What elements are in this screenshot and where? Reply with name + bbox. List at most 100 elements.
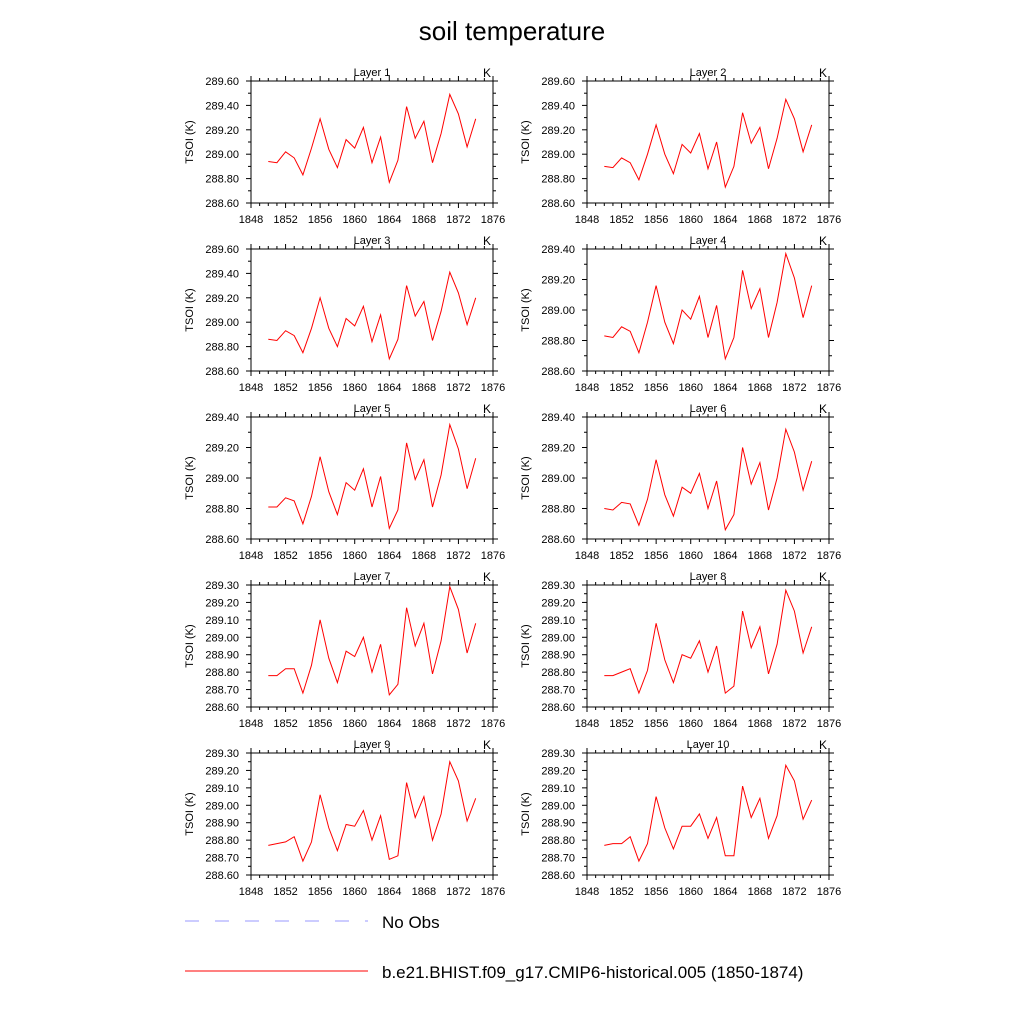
layer-9-x-tick-label: 1852: [273, 886, 297, 898]
layer-1-x-tick-label: 1868: [412, 214, 436, 226]
layer-8-x-tick-label: 1860: [678, 718, 702, 730]
layer-9-y-tick-label: 288.70: [205, 853, 239, 865]
layer-3-y-tick-label: 289.60: [205, 244, 239, 256]
layer-7-y-tick-label: 289.00: [205, 632, 239, 644]
layer-5-x-tick-label: 1852: [273, 550, 297, 562]
layer-10-y-axis-label: TSOI (K): [520, 792, 532, 835]
layer-6-x-tick-label: 1856: [644, 550, 668, 562]
layer-2-series-line: [604, 97, 813, 189]
layer-9-y-tick-label: 289.00: [205, 800, 239, 812]
layer-4-series-line: [604, 251, 813, 361]
layer-8-y-tick-label: 289.10: [541, 615, 575, 627]
layer-4-title: Layer 4: [690, 235, 727, 247]
layer-1-plot-frame: [250, 80, 494, 204]
layer-2-y-tick-label: 289.20: [541, 125, 575, 137]
layer-6-x-tick-label: 1860: [678, 550, 702, 562]
layer-3-y-axis-label: TSOI (K): [184, 288, 196, 331]
layer-3-x-tick-label: 1872: [446, 382, 470, 394]
layer-6-y-tick-label: 289.20: [541, 443, 575, 455]
layer-9-y-tick-label: 289.10: [205, 783, 239, 795]
legend-model-label: b.e21.BHIST.f09_g17.CMIP6-historical.005…: [382, 963, 803, 982]
layer-8-title: Layer 8: [690, 571, 727, 583]
layer-10-x-tick-label: 1872: [782, 886, 806, 898]
layer-1-x-tick-label: 1860: [342, 214, 366, 226]
layer-1-y-tick-label: 289.00: [205, 149, 239, 161]
layer-1-title: Layer 1: [354, 67, 391, 79]
layer-8-x-tick-label: 1868: [748, 718, 772, 730]
layer-5-y-tick-label: 288.60: [205, 534, 239, 546]
legend-no-obs-label: No Obs: [382, 913, 440, 932]
layer-9-panel: Layer 9 K TSOI (K) 1848 1852 1856 1860 1864 1868…: [184, 738, 505, 898]
layer-6-x-tick-label: 1864: [713, 550, 737, 562]
layer-10-y-tick-label: 289.30: [541, 748, 575, 760]
layer-1-x-tick-label: 1852: [273, 214, 297, 226]
layer-7-y-tick-label: 289.30: [205, 580, 239, 592]
layer-8-y-tick-label: 288.70: [541, 685, 575, 697]
layer-2-y-tick-label: 289.40: [541, 100, 575, 112]
layer-8-y-tick-label: 288.60: [541, 702, 575, 714]
layer-6-units: K: [819, 402, 827, 416]
layer-5-units: K: [483, 402, 491, 416]
layer-10-x-tick-label: 1868: [748, 886, 772, 898]
layer-4-plot-frame: [586, 248, 830, 372]
layer-4-y-tick-label: 289.20: [541, 275, 575, 287]
layer-4-x-tick-label: 1848: [575, 382, 599, 394]
layer-1-y-tick-label: 289.40: [205, 100, 239, 112]
layer-2-title: Layer 2: [690, 67, 727, 79]
layer-8-y-tick-label: 289.30: [541, 580, 575, 592]
layer-9-x-tick-label: 1876: [481, 886, 505, 898]
layer-8-x-tick-label: 1876: [817, 718, 841, 730]
layer-7-y-tick-label: 289.10: [205, 615, 239, 627]
layer-3-x-tick-label: 1852: [273, 382, 297, 394]
layer-1-panel: Layer 1 K TSOI (K) 1848 1852 1856 1860 1864 1868…: [184, 66, 505, 226]
legend: No Obs b.e21.BHIST.f09_g17.CMIP6-histori…: [185, 913, 803, 982]
panel-grid: Layer 1 K TSOI (K) 1848 1852 1856 1860 1864 1868…: [184, 66, 841, 898]
layer-9-x-tick-label: 1872: [446, 886, 470, 898]
layer-5-plot-frame: [250, 416, 494, 540]
layer-10-y-tick-label: 288.70: [541, 853, 575, 865]
layer-1-x-tick-label: 1856: [308, 214, 332, 226]
layer-5-y-axis-label: TSOI (K): [184, 456, 196, 499]
layer-3-x-tick-label: 1856: [308, 382, 332, 394]
layer-1-x-tick-label: 1872: [446, 214, 470, 226]
layer-1-x-tick-label: 1864: [377, 214, 401, 226]
layer-10-y-tick-label: 289.00: [541, 800, 575, 812]
layer-3-x-tick-label: 1876: [481, 382, 505, 394]
layer-4-x-tick-label: 1852: [609, 382, 633, 394]
layer-6-y-axis-label: TSOI (K): [520, 456, 532, 499]
layer-2-x-tick-label: 1856: [644, 214, 668, 226]
layer-5-x-tick-label: 1848: [239, 550, 263, 562]
layer-9-x-tick-label: 1860: [342, 886, 366, 898]
layer-1-x-tick-label: 1876: [481, 214, 505, 226]
layer-5-x-tick-label: 1872: [446, 550, 470, 562]
layer-8-y-tick-label: 288.80: [541, 667, 575, 679]
layer-10-x-tick-label: 1856: [644, 886, 668, 898]
layer-10-panel: Layer 10 K TSOI (K) 1848 1852 1856 1860 1864 186…: [520, 738, 841, 898]
layer-6-x-tick-label: 1872: [782, 550, 806, 562]
layer-5-x-tick-label: 1876: [481, 550, 505, 562]
layer-5-panel: Layer 5 K TSOI (K) 1848 1852 1856 1860 1864 1868…: [184, 402, 505, 562]
layer-7-plot-frame: [250, 584, 494, 708]
layer-5-series-line: [268, 422, 477, 530]
layer-4-x-tick-label: 1860: [678, 382, 702, 394]
layer-8-plot-frame: [586, 584, 830, 708]
layer-2-x-tick-label: 1848: [575, 214, 599, 226]
layer-10-x-tick-label: 1852: [609, 886, 633, 898]
layer-3-x-tick-label: 1860: [342, 382, 366, 394]
layer-4-y-tick-label: 288.60: [541, 366, 575, 378]
layer-3-x-tick-label: 1864: [377, 382, 401, 394]
layer-2-x-tick-label: 1876: [817, 214, 841, 226]
layer-10-y-tick-label: 288.60: [541, 870, 575, 882]
layer-7-y-tick-label: 288.80: [205, 667, 239, 679]
layer-5-y-tick-label: 289.00: [205, 473, 239, 485]
layer-2-y-tick-label: 289.60: [541, 76, 575, 88]
layer-8-y-tick-label: 289.20: [541, 597, 575, 609]
layer-8-x-tick-label: 1864: [713, 718, 737, 730]
layer-2-y-tick-label: 289.00: [541, 149, 575, 161]
layer-10-x-tick-label: 1876: [817, 886, 841, 898]
layer-9-y-tick-label: 288.60: [205, 870, 239, 882]
layer-1-y-tick-label: 288.60: [205, 198, 239, 210]
layer-7-title: Layer 7: [354, 571, 391, 583]
layer-6-y-tick-label: 288.60: [541, 534, 575, 546]
